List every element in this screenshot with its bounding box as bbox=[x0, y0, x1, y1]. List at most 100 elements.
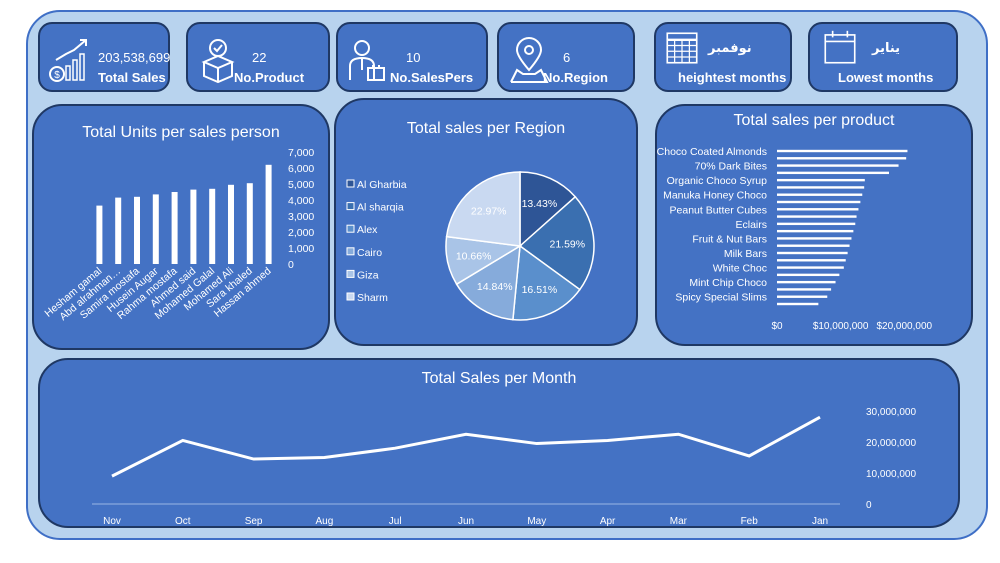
x-tick-label: Aug bbox=[316, 516, 334, 526]
kpi-no-region-value: 6 bbox=[563, 50, 571, 65]
legend-swatch bbox=[346, 202, 355, 211]
pie-value-label: 16.51% bbox=[522, 284, 558, 296]
bar bbox=[777, 186, 865, 189]
kpi-no-salespers[interactable]: 10 No.SalesPers bbox=[336, 22, 488, 92]
y-tick-label: 5,000 bbox=[288, 179, 314, 191]
legend-label: Giza bbox=[357, 269, 379, 281]
y-tick-label: 10,000,000 bbox=[866, 469, 916, 480]
bar bbox=[777, 215, 857, 218]
bar bbox=[777, 237, 852, 240]
y-tick-label: Spicy Special Slims bbox=[675, 292, 767, 304]
kpi-no-region-label: No.Region bbox=[543, 70, 608, 85]
legend-swatch bbox=[346, 247, 355, 256]
legend-swatch bbox=[346, 269, 355, 278]
month-line-chart: Nov Oct Sep Aug Jul Jun May Apr Mar Feb Jan 30,000,… bbox=[92, 407, 916, 526]
bar bbox=[777, 273, 840, 277]
y-tick-label: 70% Dark Bites bbox=[695, 161, 767, 173]
bar bbox=[777, 222, 856, 226]
bar bbox=[96, 205, 103, 264]
kpi-highest-month-value: نوفمبر bbox=[708, 40, 752, 55]
legend-label: Alex bbox=[357, 224, 378, 236]
product-bar-chart: Choco Coated Almonds 70% Dark Bites Organi… bbox=[657, 146, 933, 332]
kpi-highest-month[interactable]: نوفمبر heightest months bbox=[654, 22, 792, 92]
kpi-total-sales[interactable]: $ 203,538,699 Total Sales bbox=[38, 22, 170, 92]
kpi-no-salespers-value: 10 bbox=[406, 50, 421, 65]
panel-sales-per-month: Total Sales per Month Nov Oct Sep Aug Jul Jun… bbox=[38, 358, 960, 528]
bar bbox=[777, 280, 836, 284]
region-pie-chart: 13.43% 21.59% 16.51% 14.84% 10.66% 22.97% Al G… bbox=[346, 171, 595, 321]
x-tick-label: Jun bbox=[458, 516, 474, 526]
pie-value-label: 14.84% bbox=[477, 281, 513, 293]
x-tick-label: Nov bbox=[103, 516, 121, 526]
kpi-no-region[interactable]: 6 No.Region bbox=[497, 22, 635, 92]
y-tick-label: Organic Choco Syrup bbox=[667, 175, 768, 187]
pie-slice bbox=[455, 244, 521, 321]
bar bbox=[190, 189, 197, 264]
x-tick-label: Feb bbox=[741, 516, 759, 526]
bar bbox=[777, 149, 908, 153]
bar bbox=[777, 295, 828, 298]
y-tick-label: 3,000 bbox=[288, 211, 314, 223]
x-tick-label: $20,000,000 bbox=[876, 321, 932, 332]
y-tick-label: 2,000 bbox=[288, 227, 314, 239]
y-tick-label: 1,000 bbox=[288, 243, 314, 255]
y-tick-label: Manuka Honey Choco bbox=[663, 190, 767, 202]
kpi-lowest-month-value: يناير bbox=[872, 40, 901, 55]
kpi-lowest-month-label: Lowest months bbox=[838, 70, 934, 85]
y-tick-label: 6,000 bbox=[288, 163, 314, 175]
bar bbox=[777, 164, 899, 167]
legend-label: Al Gharbia bbox=[357, 179, 407, 191]
bar bbox=[777, 266, 844, 269]
y-tick-label: Eclairs bbox=[735, 219, 767, 231]
bar bbox=[777, 229, 854, 233]
kpi-no-salespers-label: No.SalesPers bbox=[390, 70, 474, 85]
x-tick-label: $0 bbox=[771, 321, 783, 332]
pie-slice bbox=[519, 171, 577, 248]
bar bbox=[228, 184, 234, 264]
y-tick-label: Choco Coated Almonds bbox=[657, 146, 767, 158]
bar bbox=[777, 302, 819, 306]
y-tick-label: 0 bbox=[288, 259, 294, 271]
kpi-total-sales-label: Total Sales bbox=[98, 70, 166, 85]
bar bbox=[115, 197, 122, 264]
calendar-grid-icon bbox=[666, 32, 698, 64]
map-pin-icon bbox=[510, 37, 549, 83]
bar bbox=[152, 194, 159, 264]
bar bbox=[777, 208, 859, 211]
pie-slice bbox=[512, 244, 581, 321]
panel-sales-per-region: Total sales per Region 13.43% 21.59% 16.51… bbox=[334, 98, 638, 346]
y-tick-label: 30,000,000 bbox=[866, 407, 916, 418]
panel-units-per-salesperson: Total Units per sales person 7,000 6,000 5… bbox=[32, 104, 330, 350]
pie-value-label: 13.43% bbox=[522, 198, 558, 210]
legend-label: Sharm bbox=[357, 292, 388, 304]
kpi-no-product-value: 22 bbox=[252, 50, 267, 65]
product-chart-title: Total sales per product bbox=[733, 112, 895, 129]
y-tick-label: Peanut Butter Cubes bbox=[670, 204, 767, 216]
bar bbox=[209, 188, 216, 264]
product-box-icon bbox=[201, 39, 235, 84]
bar bbox=[777, 157, 907, 160]
x-tick-label: Jan bbox=[812, 516, 828, 526]
kpi-lowest-month[interactable]: يناير Lowest months bbox=[808, 22, 958, 92]
bar bbox=[777, 171, 889, 175]
bar bbox=[265, 164, 272, 264]
x-tick-label: May bbox=[527, 516, 546, 526]
y-tick-label: 4,000 bbox=[288, 195, 314, 207]
pie-slice bbox=[518, 195, 595, 291]
y-tick-label: Milk Bars bbox=[724, 248, 767, 260]
bar bbox=[777, 251, 848, 255]
y-tick-label: Fruit & Nut Bars bbox=[692, 233, 767, 245]
legend-swatch bbox=[346, 292, 355, 301]
x-tick-label: Sep bbox=[245, 516, 263, 526]
kpi-no-product[interactable]: 22 No.Product bbox=[186, 22, 330, 92]
sales-growth-chart-icon: $ bbox=[49, 39, 87, 82]
panel-sales-per-product: Total sales per product Choco Coated Alm… bbox=[655, 104, 973, 346]
pie-value-label: 10.66% bbox=[456, 251, 492, 263]
bar bbox=[777, 193, 863, 196]
pie-value-label: 21.59% bbox=[549, 239, 585, 251]
bar bbox=[777, 178, 865, 182]
legend-label: Al sharqia bbox=[357, 202, 404, 214]
x-tick-label: Jul bbox=[389, 516, 402, 526]
y-tick-label: 0 bbox=[866, 500, 872, 511]
y-tick-label: Mint Chip Choco bbox=[689, 277, 767, 289]
